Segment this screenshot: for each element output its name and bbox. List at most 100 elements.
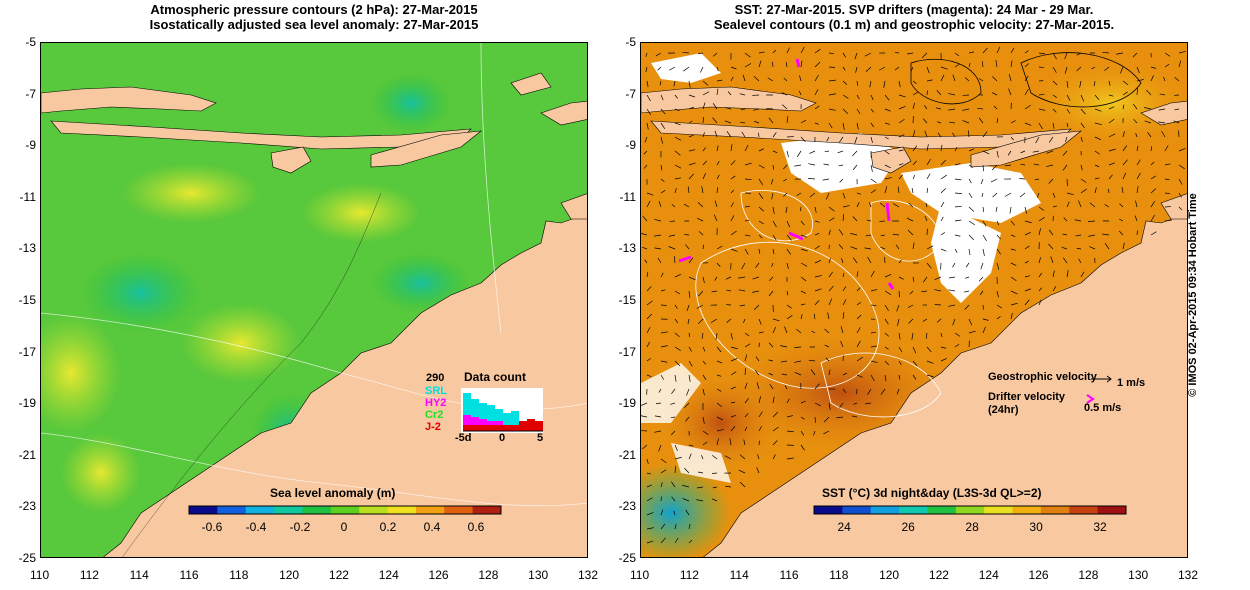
colorbar-segment	[899, 506, 928, 514]
velocity-arrow	[654, 234, 662, 237]
velocity-arrow	[828, 229, 831, 236]
velocity-arrow	[1174, 108, 1180, 111]
velocity-arrow	[851, 415, 858, 418]
velocity-arrow	[643, 150, 648, 155]
velocity-arrow	[1010, 290, 1018, 295]
velocity-arrow	[702, 132, 705, 138]
velocity-arrow	[1019, 178, 1026, 180]
velocity-arrow	[980, 262, 984, 270]
velocity-arrow	[912, 242, 915, 250]
velocity-arrow	[977, 107, 984, 110]
velocity-arrow	[758, 234, 763, 239]
velocity-arrow	[954, 248, 958, 253]
velocity-arrow	[674, 122, 681, 126]
velocity-arrow	[814, 206, 817, 213]
geostrophic-velocity-label: Geostrophic velocity	[988, 371, 1097, 383]
lon-tick-label: 126	[428, 568, 449, 582]
velocity-arrow	[923, 104, 928, 110]
velocity-arrow	[1088, 234, 1096, 237]
velocity-arrow	[936, 318, 942, 323]
velocity-arrow	[842, 52, 847, 58]
colorbar-tick-label: -0.2	[289, 520, 311, 534]
velocity-arrow	[646, 80, 649, 88]
velocity-arrow	[644, 136, 648, 143]
velocity-arrow	[659, 80, 662, 86]
velocity-arrow	[1052, 205, 1058, 208]
velocity-arrow	[730, 202, 734, 208]
velocity-arrow	[1136, 159, 1141, 166]
velocity-arrow	[884, 318, 889, 325]
left-map-title: Atmospheric pressure contours (2 hPa): 2…	[40, 2, 588, 32]
velocity-arrow	[1178, 50, 1186, 54]
velocity-arrow	[870, 94, 874, 101]
velocity-arrow	[856, 271, 859, 278]
velocity-arrow	[840, 326, 844, 334]
velocity-arrow	[711, 290, 718, 293]
velocity-arrow	[786, 262, 789, 269]
velocity-arrow	[1164, 219, 1172, 222]
velocity-arrow	[658, 444, 662, 452]
velocity-arrow	[991, 164, 998, 171]
velocity-arrow	[697, 218, 704, 222]
velocity-arrow	[730, 215, 735, 222]
velocity-arrow	[898, 290, 900, 298]
velocity-arrow	[852, 216, 858, 222]
velocity-arrow	[1122, 242, 1125, 250]
velocity-arrow	[688, 257, 694, 264]
velocity-arrow	[852, 164, 858, 171]
velocity-arrow	[1010, 302, 1018, 306]
velocity-arrow	[809, 150, 816, 154]
velocity-arrow	[688, 374, 691, 382]
velocity-arrow	[1158, 108, 1166, 111]
velocity-arrow	[696, 304, 704, 309]
velocity-arrow	[674, 318, 679, 324]
velocity-arrow	[660, 272, 664, 278]
velocity-arrow	[1038, 108, 1046, 111]
velocity-arrow	[674, 360, 681, 367]
velocity-arrow	[898, 174, 904, 180]
velocity-arrow	[1078, 200, 1082, 208]
velocity-arrow	[660, 374, 664, 380]
velocity-arrow	[852, 150, 858, 157]
colorbar-segment	[1097, 506, 1127, 514]
velocity-arrow	[948, 93, 956, 96]
velocity-arrow	[757, 454, 760, 460]
velocity-arrow	[784, 326, 788, 334]
velocity-arrow	[739, 304, 746, 307]
velocity-arrow	[995, 206, 998, 212]
velocity-arrow	[674, 346, 681, 351]
velocity-arrow	[898, 149, 904, 152]
velocity-arrow	[686, 388, 690, 396]
velocity-arrow	[828, 52, 834, 54]
velocity-arrow	[1066, 201, 1070, 208]
velocity-arrow	[1164, 52, 1171, 57]
lat-tick-label: -23	[18, 499, 36, 514]
velocity-arrow	[786, 290, 789, 296]
velocity-arrow	[688, 80, 691, 88]
anomaly-high-patch	[181, 303, 301, 383]
velocity-arrow	[772, 248, 775, 255]
velocity-arrow	[1064, 52, 1068, 60]
velocity-arrow	[912, 145, 917, 152]
lat-tick-label: -7	[25, 86, 36, 101]
colorbar-tick-label: 24	[837, 520, 851, 534]
velocity-arrow	[1038, 299, 1042, 306]
velocity-arrow	[1120, 66, 1124, 74]
velocity-arrow	[968, 192, 973, 199]
velocity-arrow	[724, 455, 732, 460]
velocity-arrow	[1038, 228, 1041, 236]
pressure-contour	[41, 432, 587, 507]
velocity-arrow	[1062, 150, 1068, 156]
velocity-arrow	[660, 122, 666, 130]
velocity-arrow	[1164, 63, 1170, 68]
velocity-arrow	[884, 136, 889, 140]
velocity-arrow	[884, 290, 892, 296]
velocity-arrow	[912, 174, 916, 180]
velocity-arrow	[702, 172, 707, 180]
island-sumba	[870, 146, 912, 174]
velocity-arrow	[1119, 203, 1124, 208]
velocity-arrow	[912, 160, 917, 166]
velocity-arrow	[864, 52, 872, 57]
velocity-arrow	[744, 413, 749, 418]
velocity-arrow	[954, 52, 960, 57]
